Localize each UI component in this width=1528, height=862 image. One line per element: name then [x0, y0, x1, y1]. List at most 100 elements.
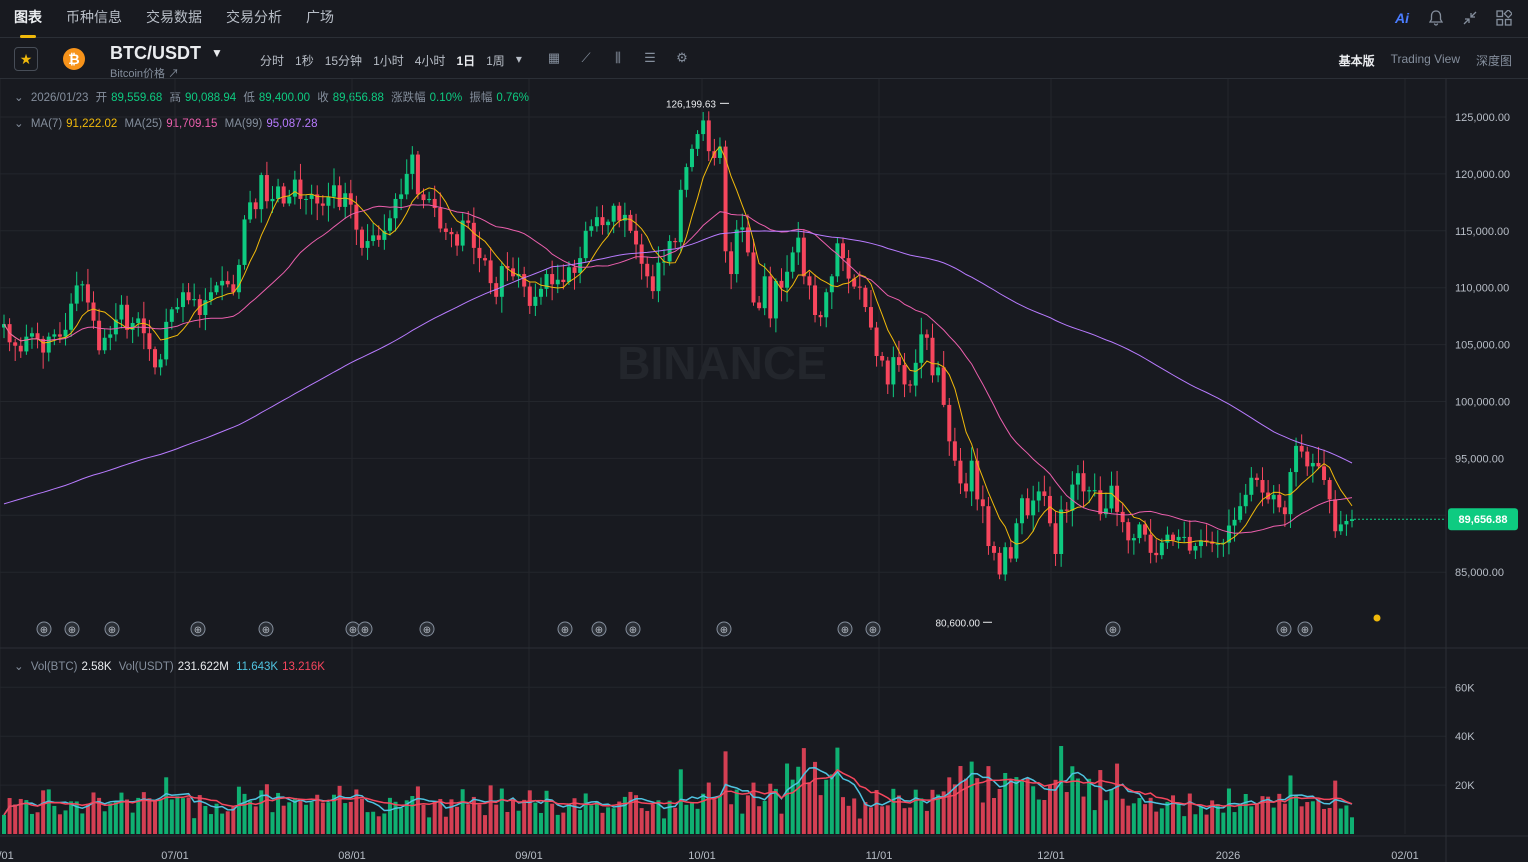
volume-bar — [186, 797, 191, 834]
candle-body — [868, 307, 873, 328]
ma-chevron-icon[interactable]: ⌄ — [14, 118, 24, 130]
volume-bar — [74, 801, 79, 834]
candle-body — [1165, 534, 1170, 543]
calendar-icon[interactable]: ▦ — [547, 50, 561, 65]
candle-body — [1154, 552, 1159, 556]
candle-body — [768, 276, 773, 319]
candle-body — [1064, 509, 1069, 511]
tab-trading-analysis[interactable]: 交易分析 — [226, 8, 282, 25]
change-value: 0.10% — [429, 92, 463, 104]
candle-body — [343, 193, 348, 207]
interval-4h[interactable]: 4小时 — [414, 54, 446, 68]
volume-bar — [689, 801, 694, 834]
interval-1s[interactable]: 1秒 — [295, 54, 314, 68]
layout-grid-icon[interactable] — [1494, 8, 1514, 28]
volume-bar — [1025, 777, 1030, 834]
candle-body — [673, 241, 678, 243]
candle-body — [958, 460, 963, 484]
candle-body — [281, 186, 286, 204]
news-globe-glyph: ⊕ — [1280, 625, 1288, 636]
candle-body — [24, 336, 29, 352]
candle-body — [1025, 498, 1030, 516]
candle-body — [147, 333, 152, 350]
candle-body — [1031, 500, 1036, 516]
interval-15m[interactable]: 15分钟 — [324, 54, 363, 68]
volume-bar — [527, 790, 532, 834]
candle-body — [1294, 445, 1299, 473]
view-depth[interactable]: 深度图 — [1475, 54, 1512, 68]
close-label: 收 — [317, 92, 329, 104]
ma99-line — [3, 230, 1353, 505]
view-tradingview[interactable]: Trading View — [1390, 52, 1460, 66]
candle-body — [74, 285, 79, 304]
tab-chart[interactable]: 图表 — [14, 0, 42, 38]
ma-lines — [3, 145, 1353, 816]
vol-chevron-icon[interactable]: ⌄ — [14, 661, 24, 673]
candle-body — [41, 338, 46, 353]
volume-bar — [952, 784, 957, 834]
volume-bar — [594, 801, 599, 834]
candle-body — [1333, 499, 1338, 532]
volume-bar — [510, 799, 515, 834]
interval-1h[interactable]: 1小时 — [373, 54, 404, 68]
interval-more-icon[interactable]: ▾ — [515, 52, 522, 66]
candle-type-icon[interactable]: ⫼ — [615, 50, 621, 65]
volume-bar — [180, 798, 185, 834]
candle-body — [634, 230, 639, 245]
tab-trading-data[interactable]: 交易数据 — [146, 8, 202, 25]
tab-square[interactable]: 广场 — [306, 8, 334, 25]
volume-bar — [382, 813, 387, 834]
time-tick-label: 11/01 — [866, 850, 893, 862]
interval-1w[interactable]: 1周 — [486, 54, 505, 68]
view-basic[interactable]: 基本版 — [1338, 54, 1375, 68]
collapse-icon[interactable] — [1460, 8, 1480, 28]
volume-bar — [662, 818, 667, 834]
bell-icon[interactable] — [1426, 8, 1446, 28]
volume-bar — [315, 794, 320, 834]
ohlc-chevron-icon[interactable]: ⌄ — [14, 92, 24, 104]
volume-bar — [1238, 804, 1243, 834]
gear-icon[interactable]: ⚙ — [676, 50, 688, 65]
price-chart[interactable]: BINANCE ⊕ ⊕ ⊕ ⊕ ⊕ ⊕ ⊕ ⊕ ⊕ ⊕ ⊕ ⊕ ⊕ ⊕ ⊕ ⊕ ⊕ 125,000.00 120,… — [0, 79, 1528, 862]
settings-list-icon[interactable]: ☰ — [644, 50, 656, 65]
volume-bar — [572, 798, 577, 834]
volume-bar — [1126, 805, 1131, 834]
volume-bar — [85, 803, 90, 834]
volume-bar — [533, 802, 538, 834]
volume-bar — [550, 803, 555, 834]
candle-body — [964, 483, 969, 492]
candle-body — [617, 205, 622, 221]
volume-tick-label: 20K — [1455, 780, 1475, 792]
symbol-subtitle[interactable]: Bitcoin价格 ↗ — [110, 68, 180, 80]
symbol-caret-icon[interactable]: ▼ — [211, 46, 223, 60]
ai-icon[interactable]: Ai — [1395, 10, 1409, 26]
volume-bar — [852, 798, 857, 834]
indicator-icon[interactable]: ⟋ — [581, 50, 591, 65]
candle-body — [1260, 480, 1265, 493]
price-tick-label: 95,000.00 — [1455, 453, 1504, 465]
volume-info: ⌄ Vol(BTC) 2.58K Vol(USDT) 231.622M 11.643… — [14, 659, 329, 673]
candle-body — [304, 198, 309, 200]
volume-bar — [1154, 811, 1159, 834]
price-markers: 126,199.63 80,600.00 89,656.88 — [666, 99, 1518, 629]
candle-body — [578, 258, 583, 273]
volume-bar — [1103, 800, 1108, 834]
volume-bar — [650, 804, 655, 834]
favorite-star-icon[interactable]: ★ — [14, 47, 38, 71]
symbol-pair[interactable]: BTC/USDT — [110, 43, 201, 63]
interval-time[interactable]: 分时 — [260, 54, 285, 68]
candle-body — [734, 229, 739, 275]
amp-label: 振幅 — [469, 92, 493, 104]
candle-body — [1305, 451, 1310, 467]
candle-body — [421, 194, 426, 201]
top-icons: Ai — [1392, 8, 1514, 28]
candle-body — [740, 227, 745, 230]
news-globe-glyph: ⊕ — [40, 625, 48, 636]
candle-body — [130, 322, 135, 330]
candle-body — [1019, 498, 1024, 524]
candle-body — [880, 355, 885, 361]
interval-1d[interactable]: 1日 — [456, 54, 476, 68]
volume-bar — [1092, 810, 1097, 834]
tab-coin-info[interactable]: 币种信息 — [66, 8, 122, 25]
candle-body — [566, 267, 571, 283]
